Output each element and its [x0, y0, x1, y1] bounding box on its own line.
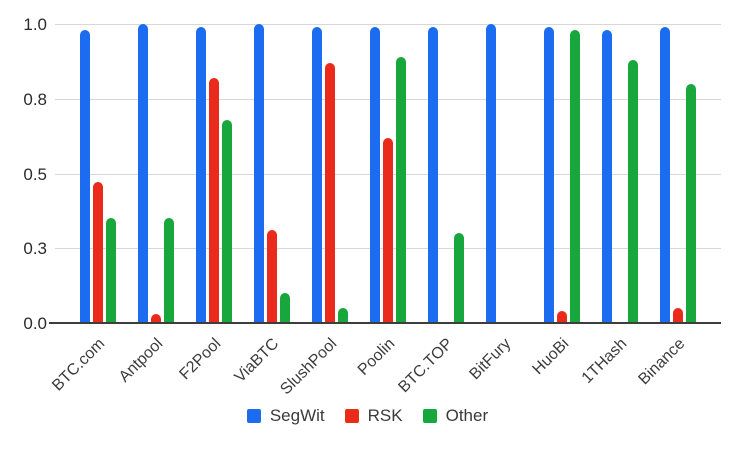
bar-segwit-antpool — [138, 24, 148, 323]
y-tick-label-1.0: 1.0 — [23, 15, 47, 34]
gridline-1.0 — [55, 24, 721, 25]
bar-other-binance — [686, 84, 696, 323]
bar-other-antpool — [164, 218, 174, 323]
bar-other-huobi — [570, 30, 580, 323]
legend-label-rsk: RSK — [367, 406, 403, 425]
bar-other-f2pool — [222, 120, 232, 323]
bar-segwit-f2pool — [196, 27, 206, 323]
bar-rsk-huobi — [557, 311, 567, 323]
bar-rsk-f2pool — [209, 78, 219, 323]
bar-segwit-huobi — [544, 27, 554, 323]
bar-other-poolin — [396, 57, 406, 323]
bar-segwit-slushpool — [312, 27, 322, 323]
legend-label-other: Other — [445, 406, 489, 425]
bar-rsk-slushpool — [325, 63, 335, 323]
legend-item-other: Other — [422, 406, 489, 425]
bar-segwit-bitfury — [486, 24, 496, 323]
bar-segwit-viabtc — [254, 24, 264, 323]
bar-segwit-binance — [660, 27, 670, 323]
gridline-0.8 — [55, 98, 721, 100]
plot-area: 0.0 0.3 0.5 0.8 1.0 — [23, 16, 721, 332]
y-tick-label-0.8: 0.8 — [23, 89, 47, 109]
bar-other-btc-com — [106, 218, 116, 323]
bar-rsk-antpool — [151, 314, 161, 323]
y-tick-label-0.3: 0.3 — [23, 239, 47, 259]
bar-other-slushpool — [338, 308, 348, 323]
bar-other-viabtc — [280, 293, 290, 323]
bar-other-btc-top — [454, 233, 464, 323]
bar-segwit-1thash — [602, 30, 612, 323]
legend-swatch-segwit — [246, 408, 261, 423]
legend-item-segwit: SegWit — [246, 406, 325, 425]
bar-rsk-poolin — [383, 138, 393, 323]
x-axis-line — [49, 322, 721, 324]
bar-rsk-viabtc — [267, 230, 277, 323]
bar-other-1thash — [628, 60, 638, 323]
bar-rsk-binance — [673, 308, 683, 323]
y-tick-label-0.0: 0.0 — [23, 314, 47, 333]
y-tick-label-0.5: 0.5 — [23, 164, 47, 184]
bar-segwit-btc-top — [428, 27, 438, 323]
legend-label-segwit: SegWit — [269, 406, 325, 425]
legend-swatch-other — [422, 408, 437, 423]
bar-rsk-btc-com — [93, 182, 103, 323]
bar-segwit-btc-com — [80, 30, 90, 323]
legend-item-rsk: RSK — [344, 406, 403, 425]
legend: SegWit RSK Other — [0, 407, 735, 424]
legend-swatch-rsk — [344, 408, 359, 423]
bar-segwit-poolin — [370, 27, 380, 323]
